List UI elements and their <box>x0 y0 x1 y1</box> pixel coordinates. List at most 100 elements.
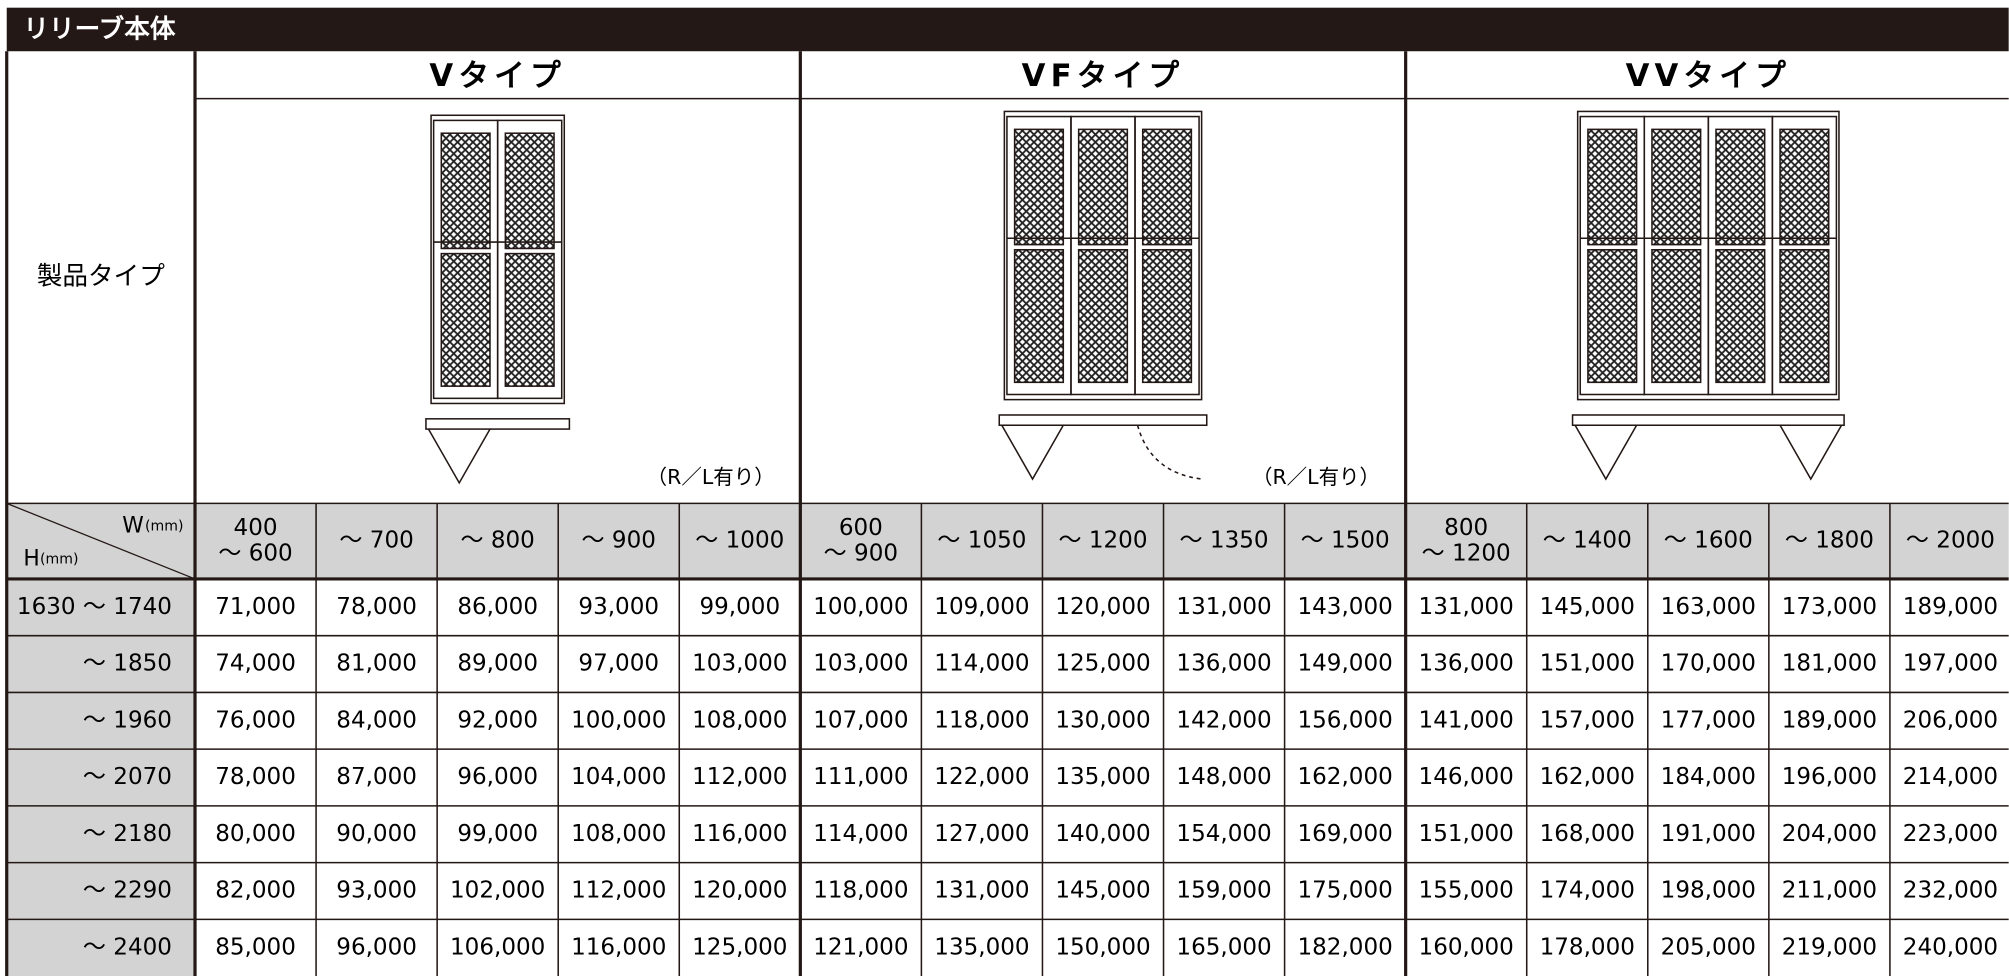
lattice <box>1013 248 1065 384</box>
width-label: ～ 700 <box>339 528 413 554</box>
price: 205,000 <box>1661 934 1756 960</box>
height-label: ～ 1960 <box>83 707 172 733</box>
price: 181,000 <box>1782 651 1877 677</box>
price: 148,000 <box>1176 764 1271 790</box>
lattice <box>1715 128 1766 246</box>
price: 162,000 <box>1297 764 1392 790</box>
price: 189,000 <box>1903 594 1998 620</box>
height-label: ～ 2070 <box>83 764 172 790</box>
lattice <box>440 252 491 387</box>
lattice <box>1141 128 1193 246</box>
price: 163,000 <box>1661 594 1756 620</box>
width-label: ～ 800 <box>460 528 534 554</box>
price: 116,000 <box>692 821 787 847</box>
price: 175,000 <box>1297 878 1392 904</box>
door-illustration <box>998 110 1208 481</box>
price: 191,000 <box>1661 821 1756 847</box>
lattice <box>1779 248 1830 384</box>
price: 140,000 <box>1055 821 1150 847</box>
price: 93,000 <box>578 594 659 620</box>
lattice <box>1715 248 1766 384</box>
price: 214,000 <box>1903 764 1998 790</box>
price: 232,000 <box>1903 878 1998 904</box>
price: 197,000 <box>1903 651 1998 677</box>
price: 112,000 <box>571 878 666 904</box>
price: 178,000 <box>1540 934 1635 960</box>
price: 174,000 <box>1540 878 1635 904</box>
door-frame <box>1003 110 1203 401</box>
price: 130,000 <box>1055 707 1150 733</box>
corner-cell: W (mm)H (mm) <box>6 502 196 580</box>
height-label: ～ 2180 <box>83 821 172 847</box>
price: 114,000 <box>813 821 908 847</box>
height-label: 1630 ～ 1740 <box>17 594 172 620</box>
width-label: ～ 600 <box>218 540 292 566</box>
price: 120,000 <box>1055 594 1150 620</box>
price: 223,000 <box>1903 821 1998 847</box>
price: 136,000 <box>1419 651 1514 677</box>
title: リリーブ本体 <box>23 14 176 45</box>
width-label: ～ 1050 <box>937 528 1026 554</box>
price: 240,000 <box>1903 934 1998 960</box>
price: 149,000 <box>1297 651 1392 677</box>
width-label: ～ 900 <box>582 528 656 554</box>
price: 142,000 <box>1176 707 1271 733</box>
price: 131,000 <box>934 878 1029 904</box>
height-label: ～ 1850 <box>83 651 172 677</box>
price: 108,000 <box>692 707 787 733</box>
height-label: ～ 2290 <box>83 878 172 904</box>
price: 92,000 <box>457 707 538 733</box>
track <box>1571 414 1845 427</box>
lattice <box>504 252 555 387</box>
price: 82,000 <box>215 878 296 904</box>
price: 104,000 <box>571 764 666 790</box>
price: 135,000 <box>1055 764 1150 790</box>
price: 103,000 <box>692 651 787 677</box>
price: 145,000 <box>1540 594 1635 620</box>
price: 136,000 <box>1176 651 1271 677</box>
price: 90,000 <box>336 821 417 847</box>
lattice <box>1141 248 1193 384</box>
lattice <box>504 132 555 250</box>
price: 198,000 <box>1661 878 1756 904</box>
price: 143,000 <box>1297 594 1392 620</box>
door-illustration <box>1571 110 1845 481</box>
width-label: 400 <box>234 515 278 541</box>
product-type-label: 製品タイプ <box>37 261 165 291</box>
width-label: ～ 1400 <box>1543 528 1632 554</box>
door-frame <box>1576 110 1840 401</box>
price: 78,000 <box>336 594 417 620</box>
price: 84,000 <box>336 707 417 733</box>
price: 93,000 <box>336 878 417 904</box>
price: 71,000 <box>215 594 296 620</box>
title-bar <box>6 7 2009 52</box>
price: 165,000 <box>1176 934 1271 960</box>
price: 206,000 <box>1903 707 1998 733</box>
price: 150,000 <box>1055 934 1150 960</box>
corner-h: H <box>23 547 39 572</box>
price: 122,000 <box>934 764 1029 790</box>
door-panel <box>1134 115 1200 396</box>
track <box>425 418 571 430</box>
plan-leg <box>1574 424 1638 481</box>
price: 184,000 <box>1661 764 1756 790</box>
lattice <box>1651 128 1702 246</box>
door-illustration <box>425 114 571 485</box>
lattice <box>1077 128 1129 246</box>
price: 97,000 <box>578 651 659 677</box>
price: 182,000 <box>1297 934 1392 960</box>
width-label: 800 <box>1444 515 1488 541</box>
group-note: （R／L有り） <box>647 465 775 489</box>
price: 76,000 <box>215 707 296 733</box>
price: 177,000 <box>1661 707 1756 733</box>
price: 219,000 <box>1782 934 1877 960</box>
group-name: VVタイプ <box>1626 58 1791 94</box>
price: 96,000 <box>457 764 538 790</box>
plan-leg <box>1001 424 1064 481</box>
price: 196,000 <box>1782 764 1877 790</box>
row-label-bg <box>6 578 196 976</box>
width-label: 600 <box>839 515 883 541</box>
price: 189,000 <box>1782 707 1877 733</box>
price: 127,000 <box>934 821 1029 847</box>
